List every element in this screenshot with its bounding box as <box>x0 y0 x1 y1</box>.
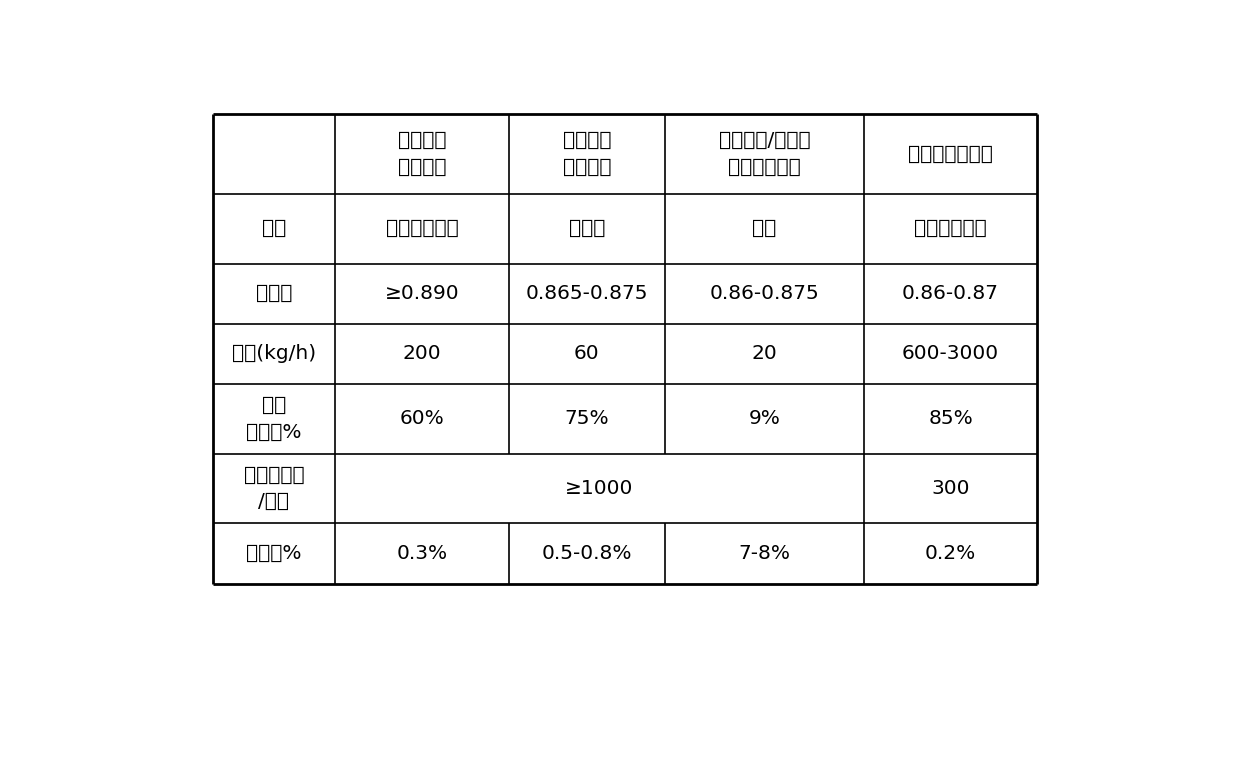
Text: 粒形: 粒形 <box>262 219 286 238</box>
Text: 带棱角六方形: 带棱角六方形 <box>914 219 987 238</box>
Text: 湿法球磨/间歇式
干法粉碎技术: 湿法球磨/间歇式 干法粉碎技术 <box>719 131 810 177</box>
Text: ≥0.890: ≥0.890 <box>384 284 459 303</box>
Text: 雷蒙粉碎
分级技术: 雷蒙粉碎 分级技术 <box>563 131 611 177</box>
Text: 圆形度: 圆形度 <box>255 284 293 303</box>
Text: 60: 60 <box>574 344 600 363</box>
Text: 本发明技术方案: 本发明技术方案 <box>908 145 993 164</box>
Text: 20: 20 <box>751 344 777 363</box>
Text: 200: 200 <box>403 344 441 363</box>
Text: 0.5-0.8%: 0.5-0.8% <box>542 544 632 563</box>
Text: 方形: 方形 <box>753 219 776 238</box>
Text: 单号
产出率%: 单号 产出率% <box>247 396 301 441</box>
Text: 75%: 75% <box>564 409 609 428</box>
Text: 600-3000: 600-3000 <box>901 344 999 363</box>
Text: 60%: 60% <box>399 409 444 428</box>
Text: ≥1000: ≥1000 <box>565 479 634 498</box>
Text: 0.2%: 0.2% <box>925 544 976 563</box>
Text: 吟电耗（度
/吟）: 吟电耗（度 /吟） <box>243 466 304 512</box>
Text: 0.865-0.875: 0.865-0.875 <box>526 284 649 303</box>
Text: 废弃物%: 废弃物% <box>247 544 301 563</box>
Text: 9%: 9% <box>749 409 780 428</box>
Text: 长条形: 长条形 <box>569 219 605 238</box>
Text: 产量(kg/h): 产量(kg/h) <box>232 344 316 363</box>
Text: 300: 300 <box>931 479 970 498</box>
Text: 气流粉碎
分级技术: 气流粉碎 分级技术 <box>398 131 446 177</box>
Text: 0.86-0.87: 0.86-0.87 <box>901 284 999 303</box>
Text: 0.3%: 0.3% <box>397 544 448 563</box>
Text: 85%: 85% <box>929 409 973 428</box>
Text: 圆形，无棱角: 圆形，无棱角 <box>386 219 459 238</box>
Text: 0.86-0.875: 0.86-0.875 <box>709 284 820 303</box>
Text: 7-8%: 7-8% <box>739 544 790 563</box>
